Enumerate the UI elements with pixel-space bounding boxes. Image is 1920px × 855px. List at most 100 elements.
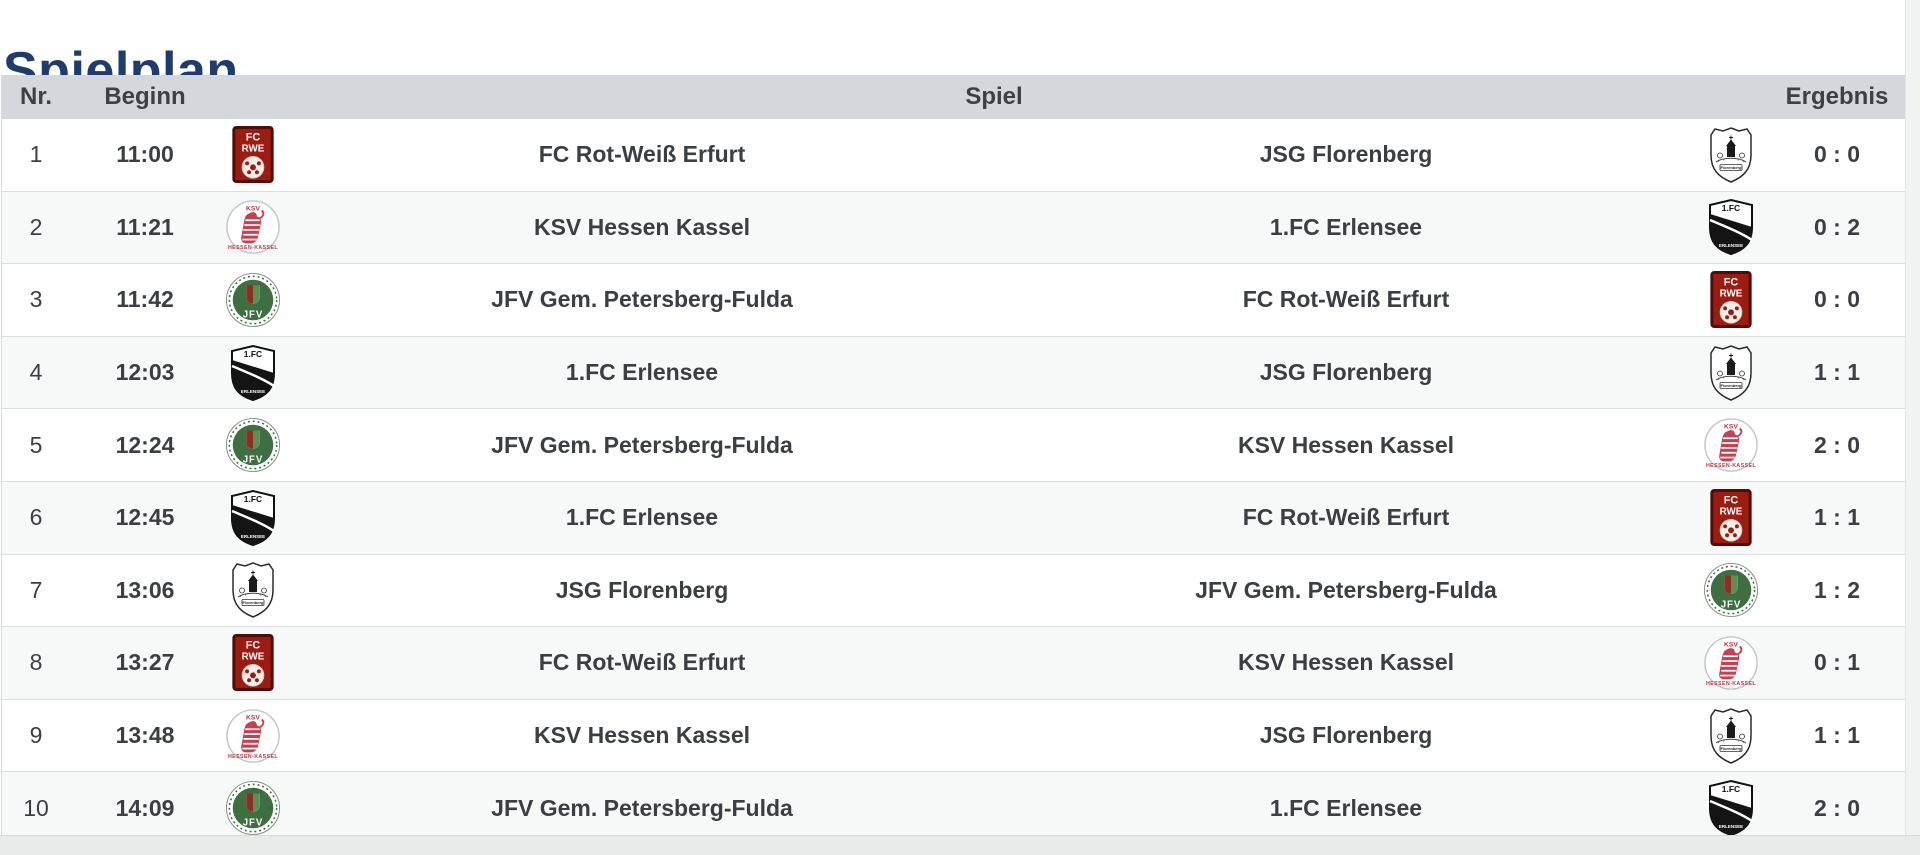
svg-text:ERLENSEE: ERLENSEE [1719,243,1743,248]
fc-erlensee-crest-icon: 1.FC ERLENSEE [220,344,286,402]
svg-text:Florenberg: Florenberg [1721,383,1742,388]
table-header-row: Nr. Beginn Spiel Ergebnis [2,75,1906,119]
match-number: 9 [29,722,43,749]
match-result: 1 : 1 [1813,504,1861,531]
svg-text:JFV: JFV [1721,600,1742,611]
kickoff-time: 12:45 [115,504,175,531]
svg-text:HESSEN-KASSEL: HESSEN-KASSEL [1706,463,1756,469]
match-result: 1 : 2 [1813,576,1861,603]
vertical-scrollbar[interactable] [1905,0,1920,836]
kickoff-time: 11:00 [116,141,174,168]
match-number: 3 [29,286,43,313]
match-result: 1 : 1 [1813,722,1861,749]
svg-text:Florenberg: Florenberg [1721,746,1742,751]
home-team-name: JFV Gem. Petersberg-Fulda [491,286,793,313]
svg-text:HESSEN-KASSEL: HESSEN-KASSEL [228,754,278,760]
svg-text:ERLENSEE: ERLENSEE [1719,824,1743,829]
match-result: 0 : 0 [1813,141,1861,168]
fc-rot-weiss-erfurt-crest-icon: FC RWE [1694,489,1768,547]
svg-text:RWE: RWE [1720,507,1743,518]
svg-text:ERLENSEE: ERLENSEE [241,389,265,394]
match-row: 2 11:21 KSV HESSEN-KASSEL KSV Hessen Kas… [2,191,1906,265]
svg-text:FC: FC [246,640,261,652]
match-row: 1 11:00 FC RWE FC Rot-Weiß Erfurt JSG Fl… [2,119,1906,192]
fc-rot-weiss-erfurt-crest-icon: FC RWE [220,634,286,692]
match-number: 4 [29,359,43,386]
column-header-nr: Nr. [19,83,52,110]
away-team-name: 1.FC Erlensee [1269,794,1423,821]
column-header-beginn: Beginn [104,83,186,110]
match-row: 4 12:03 1.FC ERLENSEE 1.FC Erlensee JSG … [2,336,1906,410]
home-team-name: 1.FC Erlensee [565,359,719,386]
kickoff-time: 11:21 [116,213,174,240]
home-team-name: 1.FC Erlensee [565,504,719,531]
match-result: 1 : 1 [1813,359,1861,386]
schedule-rows: 1 11:00 FC RWE FC Rot-Weiß Erfurt JSG Fl… [2,119,1906,845]
match-row: 9 13:48 KSV HESSEN-KASSEL KSV Hessen Kas… [2,699,1906,773]
match-row: 6 12:45 1.FC ERLENSEE 1.FC Erlensee FC R… [2,481,1906,555]
match-number: 1 [29,141,43,168]
jsg-florenberg-crest-icon: Florenberg [220,561,286,619]
match-result: 2 : 0 [1813,431,1861,458]
svg-text:HESSEN-KASSEL: HESSEN-KASSEL [228,246,278,252]
home-team-name: FC Rot-Weiß Erfurt [538,649,746,676]
match-row: 8 13:27 FC RWE FC Rot-Weiß Erfurt KSV He… [2,627,1906,700]
jfv-gem-petersberg-fulda-crest-icon: JFV [220,780,286,836]
away-team-name: JFV Gem. Petersberg-Fulda [1195,576,1497,603]
away-team-name: FC Rot-Weiß Erfurt [1242,504,1450,531]
match-number: 5 [29,431,43,458]
svg-text:Florenberg: Florenberg [243,600,264,605]
match-row: 3 11:42 JFV JFV Gem. Petersberg-Fulda FC… [2,264,1906,337]
away-team-name: FC Rot-Weiß Erfurt [1242,286,1450,313]
away-team-name: JSG Florenberg [1259,359,1433,386]
match-result: 0 : 2 [1813,213,1861,240]
match-number: 6 [29,504,43,531]
column-header-spiel: Spiel [965,83,1023,110]
match-row: 7 13:06 Florenberg JSG Florenberg JFV Ge… [2,554,1906,628]
svg-text:FC: FC [1724,495,1739,507]
fc-erlensee-crest-icon: 1.FC ERLENSEE [220,489,286,547]
away-team-name: 1.FC Erlensee [1269,213,1423,240]
ksv-hessen-kassel-crest-icon: KSV HESSEN-KASSEL [1694,417,1768,473]
match-number: 8 [29,649,43,676]
away-team-name: JSG Florenberg [1259,141,1433,168]
svg-text:KSV: KSV [1724,642,1738,649]
svg-text:RWE: RWE [242,652,265,663]
jfv-gem-petersberg-fulda-crest-icon: JFV [220,272,286,328]
svg-text:FC: FC [1724,277,1739,289]
svg-text:1.FC: 1.FC [244,494,262,504]
kickoff-time: 13:06 [115,576,175,603]
svg-text:ERLENSEE: ERLENSEE [241,534,265,539]
home-team-name: JSG Florenberg [555,576,729,603]
jsg-florenberg-crest-icon: Florenberg [1694,126,1768,184]
match-result: 2 : 0 [1813,794,1861,821]
match-number: 7 [29,576,43,603]
horizontal-scrollbar[interactable] [0,835,1920,855]
jfv-gem-petersberg-fulda-crest-icon: JFV [220,417,286,473]
svg-text:KSV: KSV [246,714,260,721]
match-row: 10 14:09 JFV JFV Gem. Petersberg-Fulda 1… [2,772,1906,845]
svg-text:JFV: JFV [243,455,264,466]
ksv-hessen-kassel-crest-icon: KSV HESSEN-KASSEL [220,199,286,255]
svg-text:FC: FC [246,132,261,144]
kickoff-time: 12:03 [115,359,175,386]
home-team-name: JFV Gem. Petersberg-Fulda [491,431,793,458]
away-team-name: KSV Hessen Kassel [1237,649,1455,676]
fc-erlensee-crest-icon: 1.FC ERLENSEE [1694,198,1768,256]
svg-text:Florenberg: Florenberg [1721,165,1742,170]
ksv-hessen-kassel-crest-icon: KSV HESSEN-KASSEL [220,708,286,764]
column-header-ergebnis: Ergebnis [1785,83,1889,110]
schedule-table: Nr. Beginn Spiel Ergebnis 1 11:00 FC RWE… [1,75,1907,845]
home-team-name: KSV Hessen Kassel [533,722,751,749]
svg-text:1.FC: 1.FC [1722,203,1740,213]
svg-text:HESSEN-KASSEL: HESSEN-KASSEL [1706,681,1756,687]
svg-text:JFV: JFV [243,309,264,320]
fc-rot-weiss-erfurt-crest-icon: FC RWE [1694,271,1768,329]
home-team-name: KSV Hessen Kassel [533,213,751,240]
match-row: 5 12:24 JFV JFV Gem. Petersberg-Fulda KS… [2,409,1906,482]
match-number: 2 [29,213,43,240]
kickoff-time: 13:48 [115,722,175,749]
jfv-gem-petersberg-fulda-crest-icon: JFV [1694,562,1768,618]
svg-text:JFV: JFV [243,818,264,829]
